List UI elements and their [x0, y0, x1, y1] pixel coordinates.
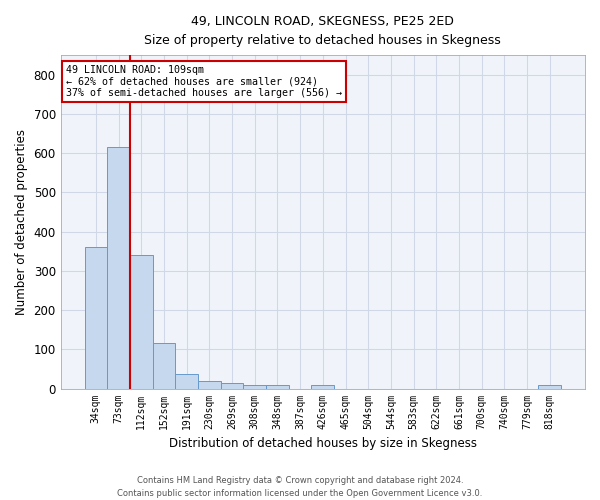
Bar	[244, 384, 266, 388]
Bar	[221, 382, 244, 388]
Bar	[130, 255, 152, 388]
X-axis label: Distribution of detached houses by size in Skegness: Distribution of detached houses by size …	[169, 437, 477, 450]
Bar	[107, 148, 130, 388]
Bar	[85, 248, 107, 388]
Bar	[266, 386, 289, 388]
Text: 49 LINCOLN ROAD: 109sqm
← 62% of detached houses are smaller (924)
37% of semi-d: 49 LINCOLN ROAD: 109sqm ← 62% of detache…	[66, 65, 342, 98]
Bar	[152, 344, 175, 388]
Bar	[175, 374, 198, 388]
Bar	[311, 386, 334, 388]
Y-axis label: Number of detached properties: Number of detached properties	[15, 129, 28, 315]
Text: Contains HM Land Registry data © Crown copyright and database right 2024.
Contai: Contains HM Land Registry data © Crown c…	[118, 476, 482, 498]
Title: 49, LINCOLN ROAD, SKEGNESS, PE25 2ED
Size of property relative to detached house: 49, LINCOLN ROAD, SKEGNESS, PE25 2ED Siz…	[145, 15, 501, 47]
Bar	[198, 380, 221, 388]
Bar	[538, 386, 561, 388]
